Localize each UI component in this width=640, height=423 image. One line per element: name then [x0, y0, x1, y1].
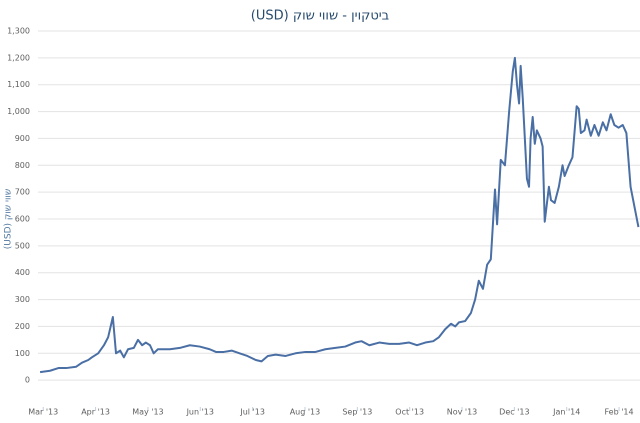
chart-title: ביטקוין - שווי שוק (USD) [251, 9, 389, 24]
y-tick-label: 1,100 [7, 80, 30, 89]
y-tick-label: 700 [15, 188, 30, 197]
plot-area [39, 56, 640, 374]
x-tick-label: Feb '14 [605, 408, 634, 417]
y-tick-label: 1,000 [7, 107, 30, 116]
y-axis-label: שווי שוק (USD) [4, 189, 14, 250]
x-tick-label: Jun '13 [186, 408, 214, 417]
y-tick-label: 600 [15, 215, 30, 224]
y-tick-label: 800 [15, 161, 30, 170]
x-tick-label: Jan '14 [552, 408, 580, 417]
data-line [39, 56, 640, 374]
y-tick-label: 400 [15, 268, 30, 277]
y-tick-label: 0 [25, 376, 30, 385]
x-tick-label: May '13 [132, 408, 163, 417]
x-tick-label: Jul '13 [239, 408, 265, 417]
x-tick-label: Aug '13 [290, 408, 321, 417]
x-tick-label: Oct '13 [395, 408, 424, 417]
y-tick-label: 200 [15, 322, 30, 331]
x-tick-label: Mar '13 [28, 408, 58, 417]
x-tick-label: Nov '13 [447, 408, 478, 417]
y-tick-label: 1,200 [7, 53, 30, 62]
x-tick-label: Dec '13 [499, 408, 529, 417]
y-tick-label: 500 [15, 241, 30, 250]
y-tick-label: 900 [15, 134, 30, 143]
x-tick-label: Sep '13 [342, 408, 372, 417]
y-tick-label: 1,300 [7, 27, 30, 36]
x-tick-label: Apr '13 [81, 408, 110, 417]
y-tick-label: 300 [15, 295, 30, 304]
y-tick-label: 100 [15, 349, 30, 358]
